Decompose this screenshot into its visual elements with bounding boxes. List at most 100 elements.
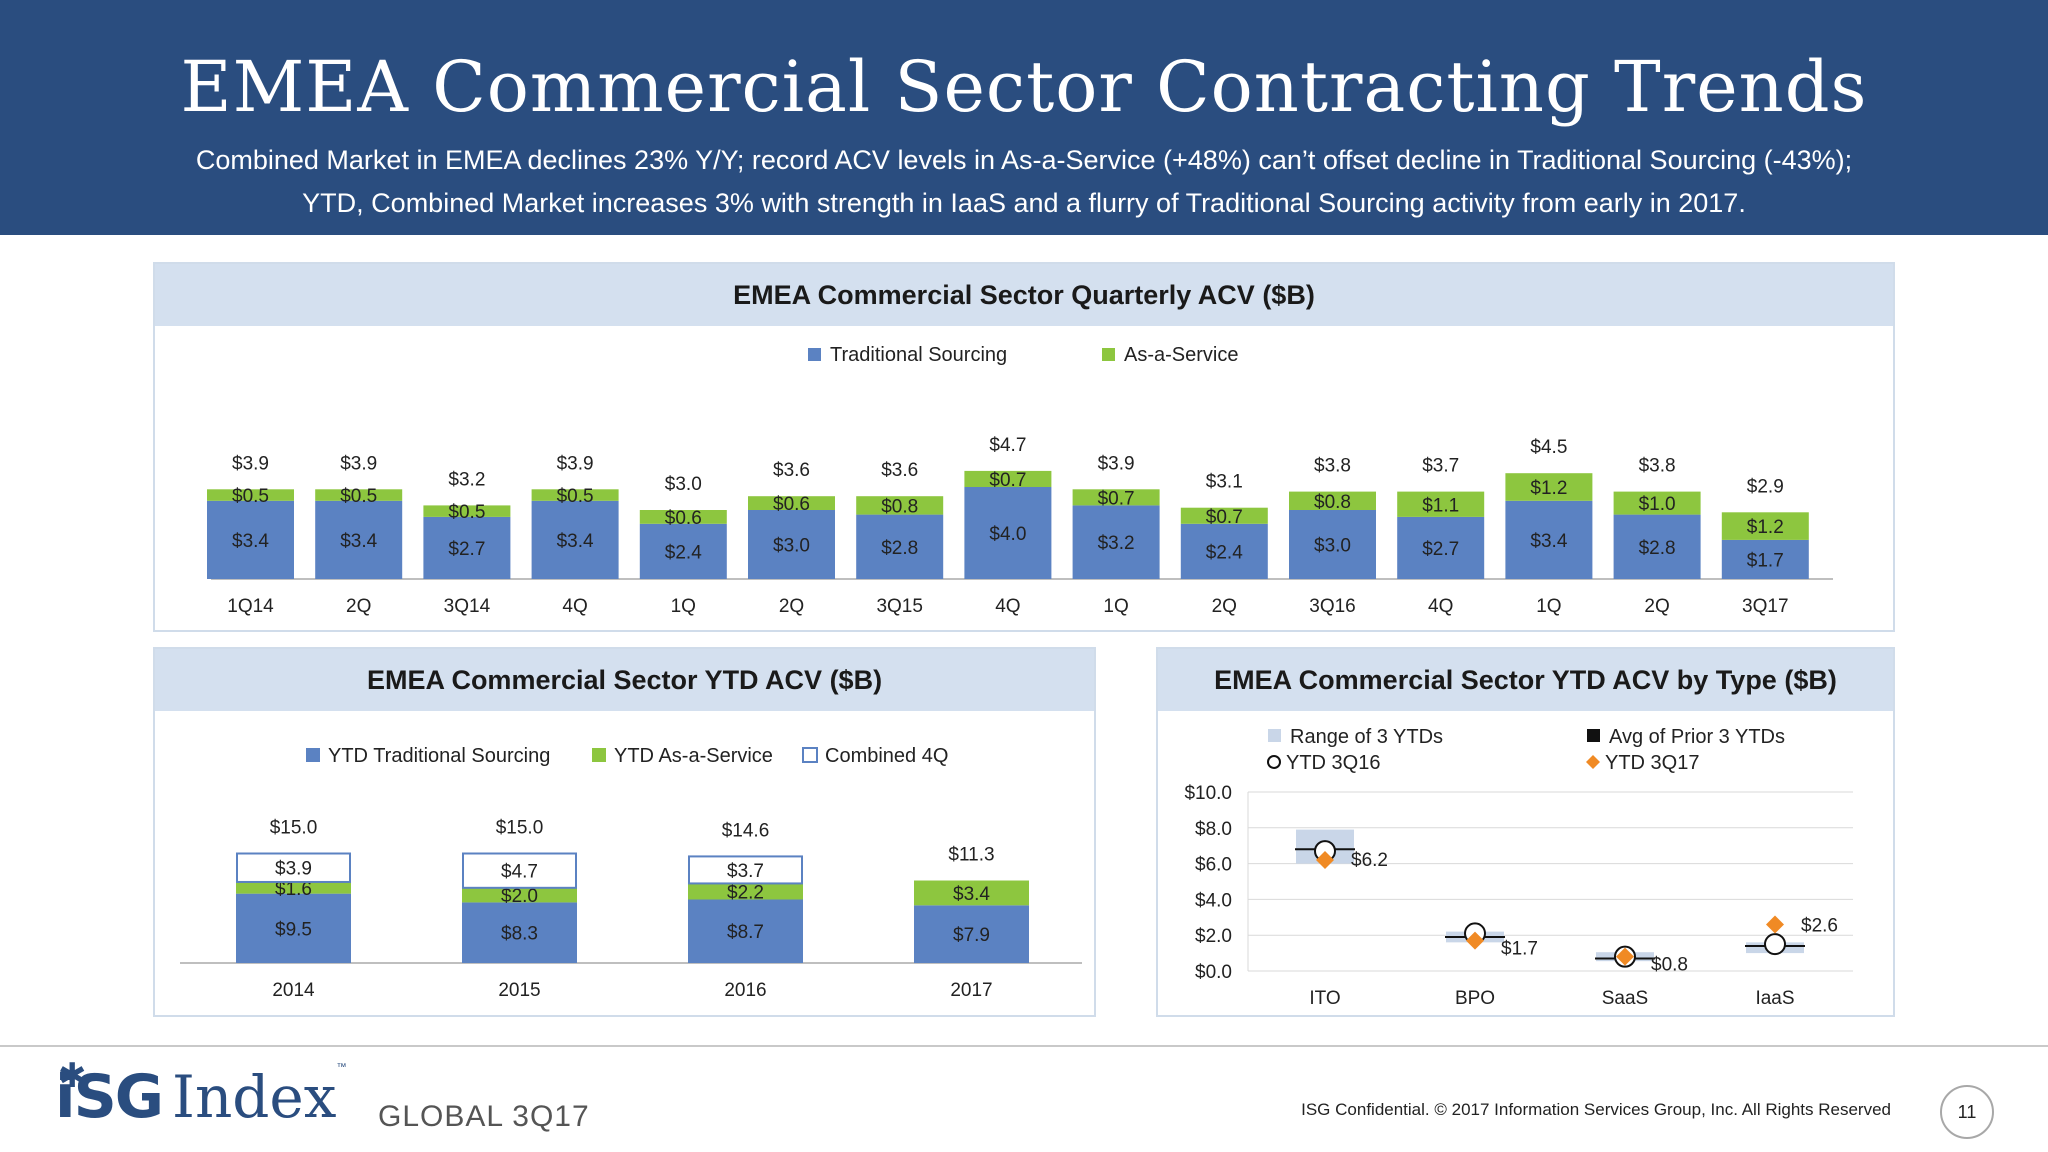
data-label-total: $3.2 — [448, 469, 485, 490]
data-label-ytd-total: $11.3 — [948, 845, 994, 866]
bar-as-a-service — [964, 470, 1052, 487]
x-tick-label: 1Q — [1536, 596, 1561, 617]
data-label-as-a-service: $0.5 — [340, 486, 377, 507]
bar-ytd-as-a-service — [462, 887, 577, 903]
bar-as-a-service — [1180, 507, 1268, 524]
legend-swatch-as-a-service — [1102, 348, 1115, 361]
bar-combined-4q — [236, 852, 351, 883]
data-label-traditional: $3.4 — [340, 531, 377, 552]
marker-ytd-3q17 — [1316, 851, 1334, 870]
legend-label-ytd-traditional: YTD Traditional Sourcing — [328, 745, 550, 767]
data-label-as-a-service: $1.0 — [1639, 494, 1676, 515]
y-tick-label: $10.0 — [1184, 783, 1232, 804]
data-label-total: $3.8 — [1314, 456, 1351, 477]
data-label-ytd-traditional: $7.9 — [953, 925, 990, 946]
bar-traditional — [315, 500, 403, 579]
legend-label-traditional: Traditional Sourcing — [830, 344, 1007, 366]
data-label-as-a-service: $1.2 — [1747, 517, 1784, 538]
bar-as-a-service — [423, 505, 511, 517]
legend-swatch-ytd-as-a-service — [592, 748, 606, 762]
marker-ytd-3q17 — [1616, 947, 1634, 966]
data-label-as-a-service: $0.6 — [665, 508, 702, 529]
ytd-acv-chart: YTD Traditional Sourcing YTD As-a-Service… — [180, 745, 1082, 1001]
data-label-total: $3.9 — [557, 453, 594, 474]
data-label-ytd-3q17: $6.2 — [1351, 850, 1388, 871]
page-number: 11 — [1940, 1085, 1994, 1139]
data-label-ytd-as-a-service: $1.6 — [275, 879, 312, 900]
bar-as-a-service — [1505, 473, 1593, 501]
legend-label-as-a-service: As-a-Service — [1124, 344, 1238, 366]
data-label-ytd-total: $15.0 — [270, 818, 318, 839]
bar-traditional — [964, 487, 1052, 579]
data-label-as-a-service: $1.2 — [1530, 478, 1567, 499]
legend-swatch-traditional — [808, 348, 821, 361]
y-tick-label: $8.0 — [1195, 819, 1232, 840]
marker-ytd-3q17 — [1466, 931, 1484, 950]
x-tick-label: 3Q15 — [876, 596, 922, 617]
data-label-traditional: $3.4 — [1530, 531, 1567, 552]
data-label-as-a-service: $0.5 — [448, 502, 485, 523]
y-tick-label: $2.0 — [1195, 926, 1232, 947]
x-tick-label: 1Q14 — [227, 596, 274, 617]
marker-ytd-3q17 — [1766, 915, 1784, 934]
x-tick-label: 2Q — [1644, 596, 1669, 617]
bar-ytd-as-a-service — [688, 883, 803, 900]
x-tick-label: 1Q — [1103, 596, 1128, 617]
data-label-as-a-service: $0.5 — [557, 486, 594, 507]
x-tick-label: 2014 — [272, 980, 315, 1001]
bar-as-a-service — [1397, 491, 1485, 517]
bar-as-a-service — [1721, 512, 1809, 540]
x-tick-label: 3Q16 — [1309, 596, 1355, 617]
confidential-notice: ISG Confidential. © 2017 Information Ser… — [1301, 1100, 1891, 1119]
y-tick-label: $0.0 — [1195, 962, 1232, 983]
bar-traditional — [748, 510, 835, 579]
data-label-total: $3.1 — [1206, 472, 1243, 493]
data-label-traditional: $3.2 — [1098, 533, 1135, 554]
bar-ytd-as-a-service — [914, 880, 1029, 906]
data-label-ytd-total: $14.6 — [722, 820, 770, 841]
quarterly-acv-chart: Traditional Sourcing As-a-Service $3.4 $0.5… — [207, 344, 1833, 617]
data-label-traditional: $3.4 — [557, 531, 594, 552]
marker-ytd-3q16 — [1764, 933, 1786, 956]
data-label-traditional: $2.7 — [1422, 539, 1459, 560]
data-label-total: $3.6 — [881, 460, 918, 481]
data-label-total: $3.9 — [340, 453, 377, 474]
ytd-acv-title: EMEA Commercial Sector YTD ACV ($B) — [155, 649, 1094, 711]
data-label-as-a-service: $0.8 — [1314, 492, 1351, 513]
edition-label: GLOBAL 3Q17 — [378, 1100, 590, 1133]
x-tick-label: 4Q — [562, 596, 587, 617]
ytd-by-type-panel: EMEA Commercial Sector YTD ACV by Type (… — [1156, 647, 1895, 1017]
data-label-ytd-as-a-service: $2.0 — [501, 886, 538, 907]
x-tick-label: 4Q — [1428, 596, 1453, 617]
data-label-ytd-3q17: $0.8 — [1651, 955, 1688, 976]
data-label-traditional: $2.8 — [1639, 538, 1676, 559]
bar-ytd-traditional — [914, 905, 1029, 963]
bar-ytd-traditional — [236, 893, 351, 963]
data-label-as-a-service: $0.8 — [881, 496, 918, 517]
data-label-as-a-service: $0.5 — [232, 486, 269, 507]
legend-swatch-avg — [1587, 729, 1600, 742]
bar-traditional — [1721, 539, 1809, 579]
page-title: EMEA Commercial Sector Contracting Trend… — [180, 46, 1868, 128]
data-label-traditional: $1.7 — [1747, 550, 1784, 571]
x-tick-label: 2Q — [346, 596, 371, 617]
bar-traditional — [207, 500, 294, 579]
x-tick-label: 1Q — [671, 596, 696, 617]
x-tick-label: 2016 — [724, 980, 766, 1001]
legend-label-ytd-3q17: YTD 3Q17 — [1605, 752, 1699, 774]
data-label-combined-4q: $3.9 — [275, 859, 312, 880]
header-banner: EMEA Commercial Sector Contracting Trend… — [0, 0, 2048, 235]
legend-swatch-combined-4q — [802, 747, 818, 763]
data-label-ytd-3q17: $1.7 — [1501, 939, 1538, 960]
ytd-by-type-title: EMEA Commercial Sector YTD ACV by Type (… — [1158, 649, 1893, 711]
x-tick-label: 2Q — [779, 596, 804, 617]
data-label-traditional: $2.4 — [1206, 542, 1243, 563]
data-label-total: $4.5 — [1530, 437, 1567, 458]
data-label-traditional: $4.0 — [989, 524, 1026, 545]
x-tick-label: 4Q — [995, 596, 1020, 617]
bar-ytd-traditional — [688, 899, 803, 963]
data-label-traditional: $2.7 — [448, 539, 485, 560]
data-label-as-a-service: $0.7 — [1098, 488, 1135, 509]
legend-label-combined-4q: Combined 4Q — [825, 745, 948, 767]
bar-traditional — [1180, 523, 1268, 579]
